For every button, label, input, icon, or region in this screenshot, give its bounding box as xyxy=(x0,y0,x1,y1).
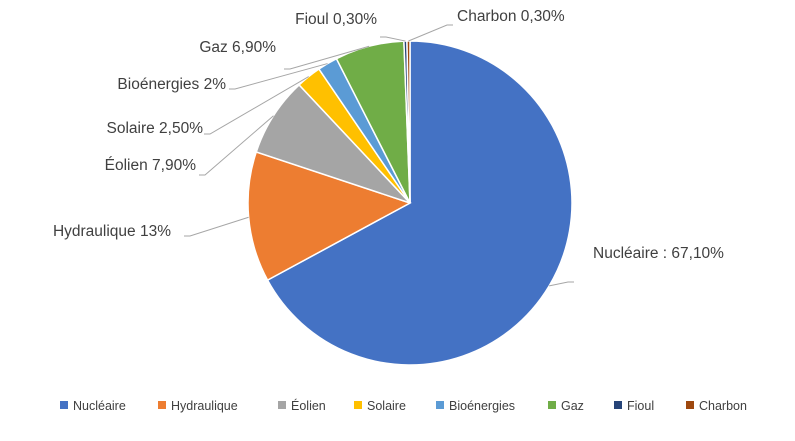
legend-swatch-8 xyxy=(686,401,694,409)
legend-label-3: Éolien xyxy=(291,398,326,413)
leader-line-6 xyxy=(284,45,370,70)
pie-slices xyxy=(247,40,573,366)
legend-label-2: Hydraulique xyxy=(171,399,238,413)
legend-swatch-4 xyxy=(354,401,362,409)
legend-item-5: Bioénergies xyxy=(436,399,515,413)
pie-slice-2 xyxy=(247,151,412,282)
data-label-6: Gaz 6,90% xyxy=(199,39,276,56)
legend-label-6: Gaz xyxy=(561,399,584,413)
data-label-5: Bioénergies 2% xyxy=(117,76,226,93)
legend-item-2: Hydraulique xyxy=(158,399,238,413)
legend-item-3: Éolien xyxy=(278,398,326,413)
legend-swatch-7 xyxy=(614,401,622,409)
legend-swatch-6 xyxy=(548,401,556,409)
legend-label-8: Charbon xyxy=(699,399,747,413)
data-label-2: Hydraulique 13% xyxy=(53,223,171,240)
leader-line-1 xyxy=(549,281,574,287)
leader-line-8 xyxy=(408,24,453,42)
data-label-4: Solaire 2,50% xyxy=(106,120,203,137)
data-label-1: Nucléaire : 67,10% xyxy=(593,245,724,262)
legend-item-1: Nucléaire xyxy=(60,399,126,413)
legend-label-4: Solaire xyxy=(367,399,406,413)
leader-line-5 xyxy=(229,63,328,90)
leader-line-2 xyxy=(184,216,249,237)
legend-item-6: Gaz xyxy=(548,399,584,413)
legend-swatch-5 xyxy=(436,401,444,409)
legend-item-7: Fioul xyxy=(614,399,654,413)
pie-slice-1 xyxy=(266,40,573,366)
data-label-7: Fioul 0,30% xyxy=(295,11,377,28)
legend-swatch-1 xyxy=(60,401,68,409)
legend-swatch-2 xyxy=(158,401,166,409)
leader-lines xyxy=(184,24,574,287)
legend-label-5: Bioénergies xyxy=(449,399,515,413)
legend-item-8: Charbon xyxy=(686,399,747,413)
legend-swatch-3 xyxy=(278,401,286,409)
leader-line-4 xyxy=(204,76,309,135)
data-label-8: Charbon 0,30% xyxy=(457,8,565,25)
leader-line-7 xyxy=(380,36,406,42)
legend-item-4: Solaire xyxy=(354,399,406,413)
legend-label-7: Fioul xyxy=(627,399,654,413)
data-labels: Nucléaire : 67,10% Hydraulique 13% Éolien … xyxy=(53,8,724,262)
leader-line-3 xyxy=(199,115,274,176)
legend: Nucléaire Hydraulique Éolien Solaire Bioéner… xyxy=(60,398,747,413)
data-label-3: Éolien 7,90% xyxy=(105,157,197,174)
legend-label-1: Nucléaire xyxy=(73,399,126,413)
